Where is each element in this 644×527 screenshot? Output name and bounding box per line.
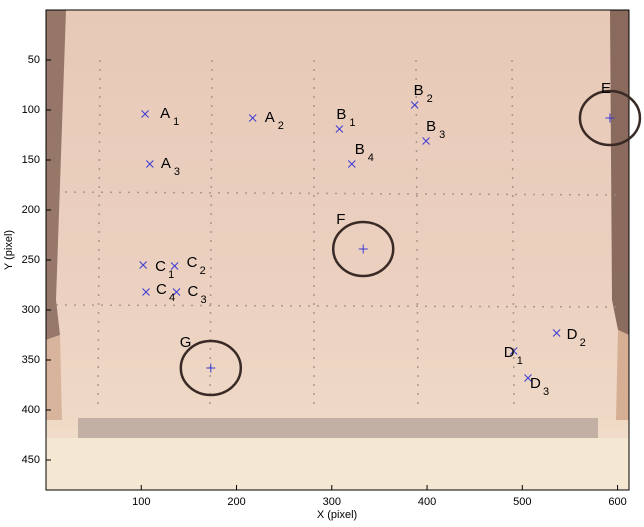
- x-tick-label: 100: [132, 496, 150, 508]
- y-tick-label: 350: [22, 354, 40, 366]
- y-axis-label: Y (pixel): [3, 230, 15, 270]
- point: [139, 261, 148, 269]
- point-subscript: 2: [278, 120, 284, 132]
- point: [170, 262, 179, 270]
- point: [141, 110, 149, 118]
- point-label: C: [188, 283, 199, 300]
- highlight-circle: [331, 220, 395, 278]
- point-label: C: [187, 254, 198, 271]
- point-subscript: 3: [439, 129, 445, 141]
- point-subscript: 4: [368, 152, 374, 164]
- point-label: B: [336, 106, 346, 123]
- y-tick-label: 450: [22, 454, 40, 466]
- point-label: B: [426, 118, 436, 135]
- point-subscript: 3: [201, 294, 207, 306]
- point-label: A: [265, 109, 275, 126]
- x-tick-label: 400: [418, 496, 436, 508]
- point: [206, 363, 216, 373]
- point-label: C: [155, 258, 166, 275]
- point: [552, 329, 561, 337]
- point-subscript: 3: [543, 386, 549, 398]
- point: [605, 113, 615, 123]
- x-tick-label: 300: [323, 496, 341, 508]
- point-subscript: 1: [173, 116, 179, 128]
- y-tick-label: 300: [22, 304, 40, 316]
- point-label: A: [160, 105, 170, 122]
- point-subscript: 1: [517, 355, 523, 367]
- point-subscript: 4: [169, 292, 175, 304]
- point-subscript: 1: [349, 117, 355, 129]
- x-tick-label: 500: [513, 496, 531, 508]
- point-label: D: [567, 326, 578, 343]
- point: [172, 288, 181, 296]
- point-subscript: 1: [168, 269, 174, 281]
- y-tick-label: 250: [22, 254, 40, 266]
- point-label: E: [601, 80, 611, 97]
- y-tick-label: 200: [22, 204, 40, 216]
- plot-frame: [45, 9, 630, 491]
- point-label: D: [530, 375, 541, 392]
- point: [410, 101, 419, 109]
- point: [248, 114, 257, 122]
- photo: [46, 10, 629, 490]
- point-label: B: [414, 82, 424, 99]
- highlight-circle: [578, 89, 642, 147]
- point-label: D: [504, 344, 515, 361]
- point-subscript: 3: [174, 166, 180, 178]
- point-label: C: [156, 281, 167, 298]
- y-tick-label: 400: [22, 404, 40, 416]
- point-subscript: 2: [200, 265, 206, 277]
- point: [509, 347, 518, 355]
- x-tick-label: 600: [608, 496, 626, 508]
- x-axis-label: X (pixel): [317, 509, 357, 521]
- point: [524, 374, 532, 382]
- highlight-circle: [179, 339, 243, 397]
- point-label: A: [161, 155, 171, 172]
- y-tick-label: 100: [22, 104, 40, 116]
- point: [335, 125, 344, 133]
- y-tick-label: 150: [22, 154, 40, 166]
- point-subscript: 2: [427, 93, 433, 105]
- point-label: G: [180, 334, 192, 351]
- point-label: F: [336, 211, 345, 228]
- point: [358, 244, 368, 254]
- x-tick-label: 200: [227, 496, 245, 508]
- point-label: B: [355, 141, 365, 158]
- y-tick-label: 50: [28, 54, 40, 66]
- point-subscript: 2: [580, 337, 586, 349]
- point: [142, 288, 150, 296]
- point: [422, 137, 430, 145]
- point: [145, 160, 154, 168]
- point: [347, 160, 356, 168]
